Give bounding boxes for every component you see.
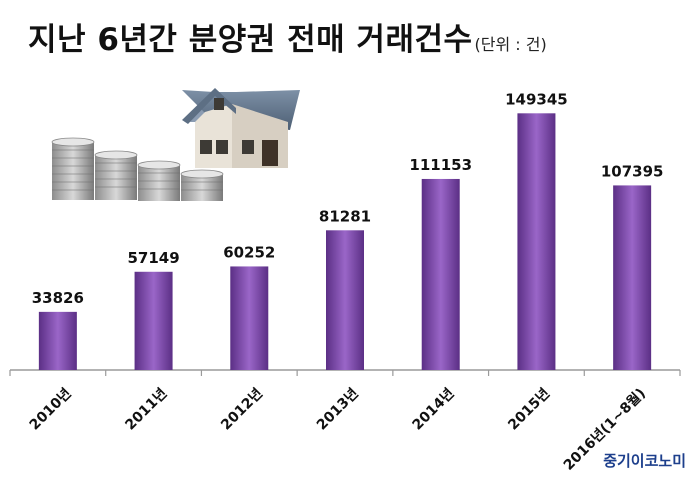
category-label-2: 2012년 xyxy=(218,386,266,434)
bar-2 xyxy=(230,266,269,370)
bar-6 xyxy=(613,185,652,370)
value-label-3: 81281 xyxy=(319,207,371,225)
house-icon xyxy=(182,88,300,168)
value-label-5: 149345 xyxy=(505,90,568,108)
category-label-4: 2014년 xyxy=(410,386,458,434)
bar-0 xyxy=(38,311,77,370)
bar-4 xyxy=(421,178,460,370)
value-label-2: 60252 xyxy=(223,243,275,261)
value-labels-group: 33826 57149 60252 81281 111153 149345 107395 xyxy=(32,90,664,307)
bars-group xyxy=(38,113,652,370)
bar-3 xyxy=(326,230,364,370)
category-label-5: 2015년 xyxy=(505,386,553,434)
category-labels-group: 2010년 2011년 2012년 2013년 2014년 2015년 2016년(1~8월… xyxy=(27,385,649,474)
category-label-1: 2011년 xyxy=(122,386,170,434)
bar-1 xyxy=(134,271,173,370)
bar-5 xyxy=(517,113,556,370)
chart-title-row: 지난 6년간 분양권 전매 거래건수 (단위 : 건) xyxy=(28,14,688,59)
unit-note: (단위 : 건) xyxy=(474,35,547,54)
category-label-0: 2010년 xyxy=(27,386,75,434)
x-axis-ticks xyxy=(9,370,681,376)
house-coins-illustration xyxy=(51,88,300,201)
value-label-4: 111153 xyxy=(409,156,472,174)
coin-stack-icon xyxy=(51,137,224,201)
source-label: 중기이코노미 xyxy=(603,452,686,470)
value-label-1: 57149 xyxy=(127,249,179,267)
category-label-3: 2013년 xyxy=(314,386,362,434)
chart-title: 지난 6년간 분양권 전매 거래건수 xyxy=(28,22,473,58)
value-label-0: 33826 xyxy=(32,289,84,307)
value-label-6: 107395 xyxy=(601,162,664,180)
